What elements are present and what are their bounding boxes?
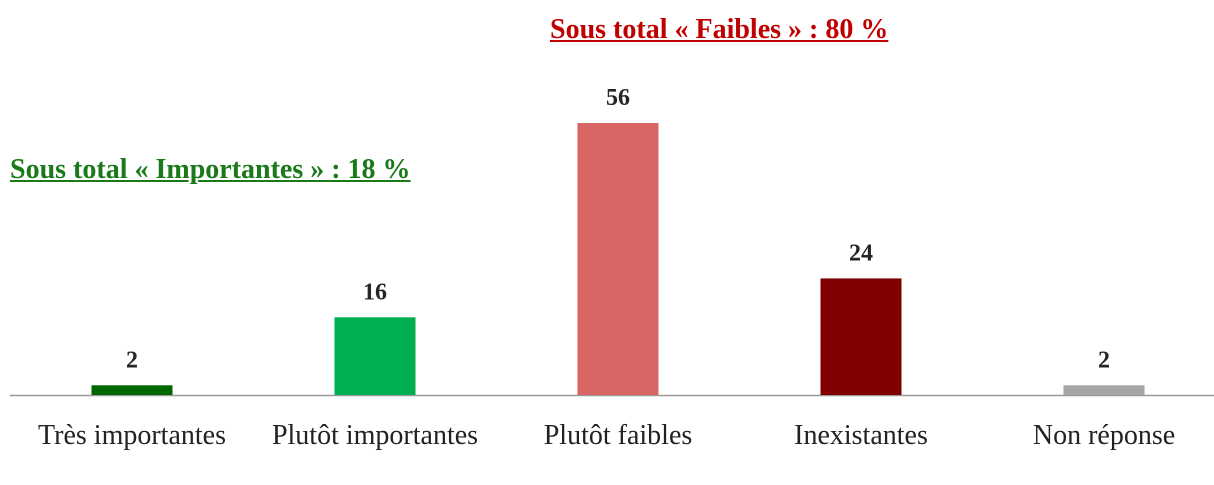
x-tick-label: Très importantes bbox=[38, 420, 226, 451]
bar bbox=[1063, 385, 1145, 395]
data-label: 2 bbox=[126, 347, 138, 373]
annotation: Sous total « Faibles » : 80 % bbox=[550, 14, 889, 45]
data-label: 16 bbox=[363, 279, 387, 305]
data-label: 56 bbox=[606, 85, 630, 111]
bar bbox=[820, 278, 902, 395]
bar bbox=[91, 385, 173, 395]
x-tick-label: Plutôt importantes bbox=[271, 420, 479, 451]
bar bbox=[577, 123, 659, 395]
data-label: 24 bbox=[849, 240, 873, 266]
annotation: Sous total « Importantes » : 18 % bbox=[10, 154, 411, 185]
x-tick-label: Non réponse bbox=[1032, 420, 1176, 451]
data-label: 2 bbox=[1098, 347, 1110, 373]
bar bbox=[334, 317, 416, 395]
x-tick-label: Inexistantes bbox=[794, 420, 928, 451]
x-tick-label: Plutôt faibles bbox=[543, 420, 693, 451]
